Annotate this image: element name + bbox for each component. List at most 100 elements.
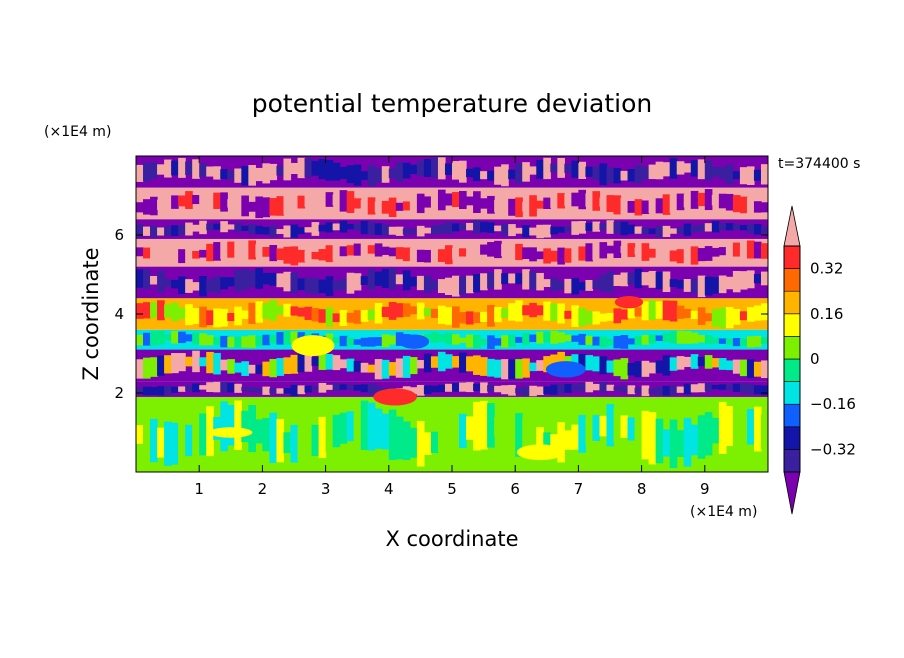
field-cell — [627, 200, 636, 213]
field-cell — [536, 272, 544, 291]
colorbar-segment — [783, 268, 801, 292]
field-cell — [367, 197, 376, 215]
field-cell — [487, 222, 495, 233]
field-cell — [543, 248, 551, 264]
field-cell — [143, 199, 151, 215]
field-cell — [550, 196, 558, 208]
field-cell — [585, 335, 594, 345]
field-cell — [332, 337, 341, 344]
field-cell — [367, 309, 376, 320]
field-cell — [395, 226, 404, 236]
field-cell — [297, 227, 306, 234]
field-cell — [346, 245, 355, 256]
field-cell — [395, 358, 404, 378]
field-blob — [291, 335, 335, 357]
field-cell — [480, 221, 488, 233]
field-cell — [613, 240, 622, 259]
field-cell — [178, 249, 186, 264]
field-cell — [739, 383, 748, 394]
field-cell — [206, 279, 214, 292]
field-cell — [690, 354, 699, 369]
x-axis-label: X coordinate — [385, 527, 518, 551]
field-cell — [402, 355, 411, 378]
field-cell — [241, 336, 249, 348]
field-cell — [508, 334, 516, 347]
field-cell — [697, 334, 706, 343]
field-cell — [564, 430, 572, 450]
field-cell — [374, 359, 383, 380]
field-cell — [627, 338, 636, 345]
field-cell — [683, 309, 692, 319]
field-cell — [164, 421, 172, 466]
field-cell — [466, 275, 474, 294]
field-cell — [606, 167, 615, 184]
field-cell — [283, 432, 292, 454]
field-cell — [164, 355, 172, 374]
field-cell — [276, 196, 285, 216]
field-cell — [430, 308, 439, 318]
field-cell — [452, 275, 460, 297]
field-cell — [143, 226, 151, 236]
field-cell — [262, 246, 271, 257]
field-cell — [606, 195, 615, 212]
field-cell — [143, 332, 151, 346]
field-cell — [255, 225, 263, 235]
field-cell — [669, 228, 678, 234]
field-cell — [388, 335, 397, 345]
field-cell — [620, 309, 629, 320]
field-cell — [311, 160, 320, 176]
field-cell — [206, 310, 214, 326]
field-cell — [760, 303, 768, 321]
field-cell — [739, 359, 748, 377]
field-cell — [290, 384, 299, 396]
field-cell — [178, 386, 186, 392]
field-cell — [501, 335, 509, 348]
field-cell — [290, 331, 299, 344]
field-cell — [466, 356, 474, 372]
field-cell — [220, 221, 228, 233]
field-cell — [234, 199, 242, 210]
field-cell — [550, 330, 558, 344]
field-cell — [543, 157, 551, 180]
field-cell — [718, 193, 727, 209]
field-cell — [248, 224, 256, 235]
field-cell — [760, 337, 768, 344]
field-cell — [557, 383, 565, 395]
field-cell — [564, 383, 572, 393]
x-unit-label: (×1E4 m) — [690, 504, 757, 520]
field-cell — [508, 303, 516, 321]
field-cell — [529, 195, 537, 217]
field-cell — [269, 163, 278, 181]
field-cell — [136, 164, 144, 182]
field-cell — [508, 411, 516, 452]
field-cell — [304, 306, 313, 320]
field-cell — [304, 352, 313, 372]
field-cell — [157, 330, 165, 345]
field-cell — [508, 169, 516, 180]
field-cell — [459, 352, 467, 373]
field-cell — [185, 279, 193, 293]
field-cell — [437, 157, 446, 180]
field-cell — [206, 335, 214, 346]
field-cell — [437, 428, 446, 453]
field-cell — [346, 272, 355, 294]
field-cell — [487, 305, 495, 327]
field-cell — [185, 424, 193, 457]
field-cell — [704, 383, 713, 392]
field-cell — [297, 278, 306, 291]
field-cell — [388, 362, 397, 376]
field-cell — [557, 226, 565, 233]
field-cell — [318, 159, 327, 180]
field-cell — [641, 301, 650, 321]
field-cell — [381, 359, 390, 379]
field-cell — [276, 332, 285, 345]
field-cell — [199, 193, 207, 206]
field-cell — [697, 415, 706, 459]
field-cell — [494, 306, 502, 323]
field-cell — [620, 415, 629, 438]
colorbar-top-extension — [783, 205, 801, 247]
field-cell — [437, 279, 446, 294]
field-cell — [339, 246, 348, 257]
field-cell — [676, 161, 685, 175]
field-cell — [367, 364, 376, 373]
